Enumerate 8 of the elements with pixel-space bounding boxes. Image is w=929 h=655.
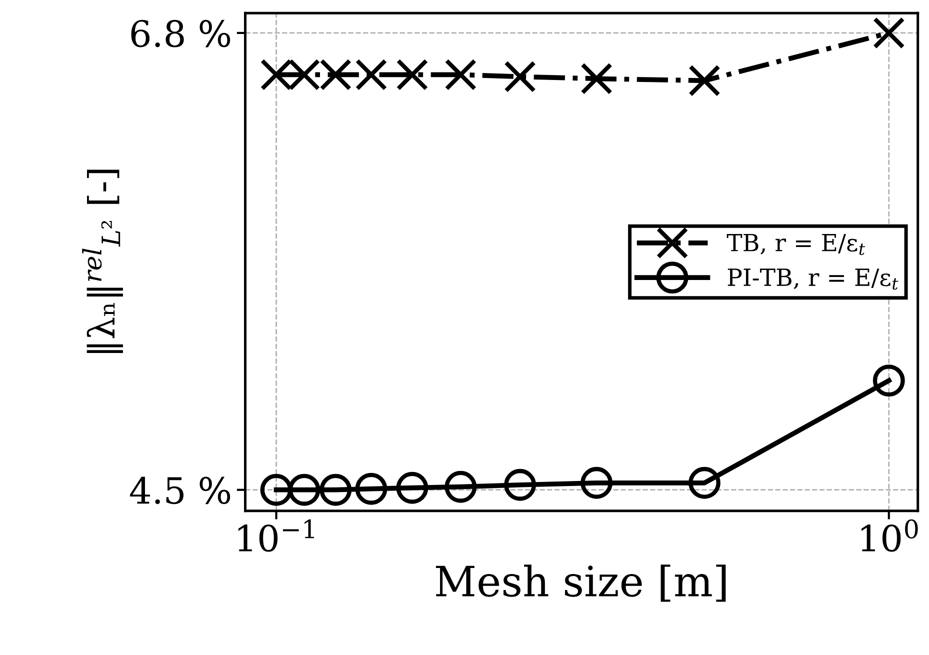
legend-label: PI-TB, r = E/ε$_{t}$ [728, 268, 898, 290]
y-tick-label: 6.8 % [131, 20, 230, 48]
y-tick-label: 4.5 % [130, 476, 230, 504]
x-tick-label: 10$^{0}$ [862, 519, 918, 552]
legend-label: TB, r = E/ε$_{t}$ [726, 234, 866, 256]
y-axis-title: ‖λₙ‖$^{rel}$$_{L²}$ [-] [82, 170, 123, 354]
x-axis-title: Mesh size [m] [436, 564, 726, 602]
x-tick-label: 10$^{−1}$ [238, 519, 314, 552]
